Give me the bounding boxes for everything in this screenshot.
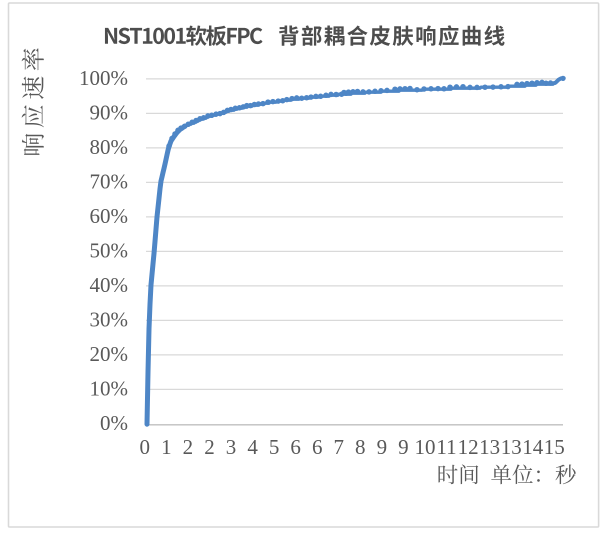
svg-text:50%: 50% [90,238,129,262]
svg-text:0%: 0% [100,411,128,435]
svg-text:12: 12 [458,435,479,459]
svg-text:3: 3 [226,435,237,459]
svg-text:9: 9 [377,435,388,459]
svg-text:14: 14 [522,435,544,459]
svg-text:13: 13 [501,435,522,459]
svg-text:7: 7 [334,435,345,459]
svg-text:60%: 60% [90,204,129,228]
svg-text:5: 5 [269,435,280,459]
svg-text:90%: 90% [90,100,129,124]
svg-text:15: 15 [544,435,565,459]
svg-text:11: 11 [436,435,456,459]
svg-text:6: 6 [290,435,301,459]
svg-text:13: 13 [479,435,500,459]
svg-text:8: 8 [355,435,366,459]
svg-text:20%: 20% [90,342,129,366]
svg-text:40%: 40% [90,273,129,297]
svg-text:100%: 100% [79,66,128,90]
svg-text:2: 2 [183,435,194,459]
svg-text:1: 1 [161,435,172,459]
svg-text:80%: 80% [90,135,129,159]
svg-text:4: 4 [247,435,258,459]
svg-text:70%: 70% [90,169,129,193]
svg-text:6: 6 [312,435,323,459]
svg-text:0: 0 [140,435,151,459]
svg-text:10: 10 [415,435,436,459]
svg-text:10%: 10% [90,376,129,400]
svg-text:30%: 30% [90,307,129,331]
svg-text:2: 2 [204,435,215,459]
svg-text:9: 9 [398,435,409,459]
